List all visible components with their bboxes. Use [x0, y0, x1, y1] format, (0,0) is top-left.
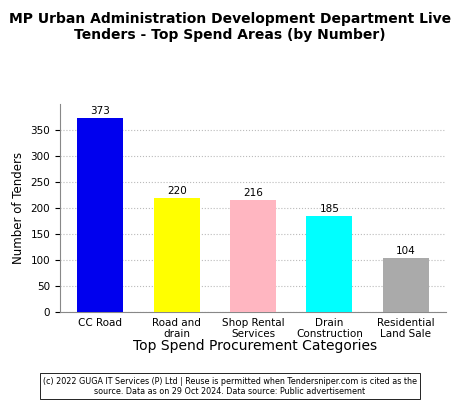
Text: (c) 2022 GUGA IT Services (P) Ltd | Reuse is permitted when Tendersniper.com is : (c) 2022 GUGA IT Services (P) Ltd | Reus…: [43, 377, 416, 396]
Bar: [77, 118, 123, 312]
Text: MP Urban Administration Development Department Live
Tenders - Top Spend Areas (b: MP Urban Administration Development Depa…: [9, 12, 450, 42]
Bar: [382, 258, 428, 312]
Text: Top Spend Procurement Categories: Top Spend Procurement Categories: [133, 339, 376, 353]
Text: 216: 216: [242, 188, 263, 198]
Text: 185: 185: [319, 204, 339, 214]
Bar: [153, 198, 199, 312]
Text: 220: 220: [167, 186, 186, 196]
Bar: [230, 200, 275, 312]
Text: 373: 373: [90, 106, 110, 116]
Y-axis label: Number of Tenders: Number of Tenders: [12, 152, 25, 264]
Text: 104: 104: [395, 246, 414, 256]
Bar: [306, 216, 352, 312]
